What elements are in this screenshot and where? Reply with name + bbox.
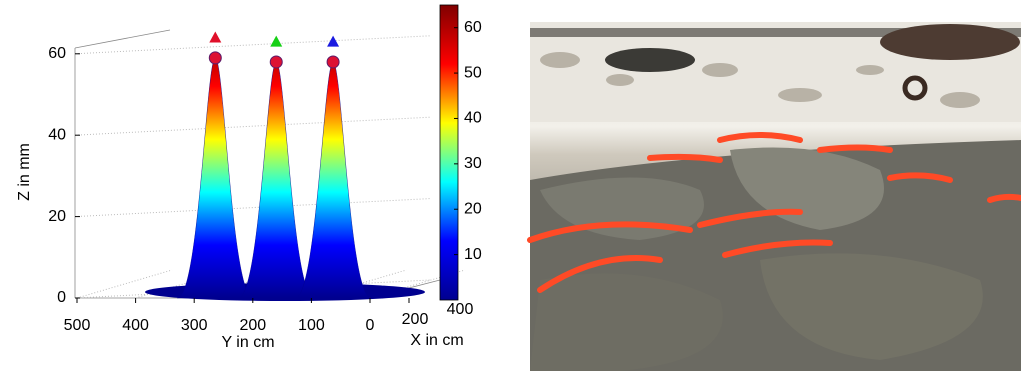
z-tick-label: 0 bbox=[57, 289, 66, 306]
z-tick-label: 60 bbox=[48, 45, 66, 62]
plot bbox=[177, 31, 372, 299]
surface-peak bbox=[295, 61, 372, 299]
y-tick-label: 400 bbox=[122, 317, 149, 334]
photo bbox=[527, 22, 1021, 371]
y-tick-label: 0 bbox=[366, 317, 375, 334]
colorbar-tick-label: 60 bbox=[464, 19, 482, 36]
surface-peak bbox=[177, 57, 254, 299]
y-tick-label: 200 bbox=[239, 317, 266, 334]
surface-peak bbox=[238, 61, 315, 299]
peak-triangle bbox=[327, 35, 340, 47]
y-tick-label: 500 bbox=[64, 317, 91, 334]
z-tick-label: 20 bbox=[48, 208, 66, 225]
colorbar-tick-label: 50 bbox=[464, 64, 482, 81]
x-tick-label: 200 bbox=[402, 311, 429, 328]
colorbar bbox=[439, 4, 459, 301]
peak-triangle bbox=[209, 31, 222, 43]
y-tick-label: 100 bbox=[298, 317, 325, 334]
y-tick-label: 300 bbox=[181, 317, 208, 334]
colorbar-tick-label: 20 bbox=[464, 200, 482, 217]
y-axis-label: Y in cm bbox=[221, 334, 274, 351]
z-axis-label: Z in mm bbox=[16, 143, 33, 201]
grid-line bbox=[74, 35, 431, 55]
colorbar-tick-label: 30 bbox=[464, 155, 482, 172]
grid-line bbox=[74, 116, 431, 136]
colorbar-tick-label: 10 bbox=[464, 246, 482, 263]
peak-marker bbox=[208, 51, 222, 65]
z-tick-label: 40 bbox=[48, 126, 66, 143]
peak-marker bbox=[326, 55, 340, 69]
x-tick-label: 400 bbox=[447, 301, 474, 318]
colorbar-tick-label: 40 bbox=[464, 110, 482, 127]
grid-line bbox=[74, 198, 431, 218]
peak-marker bbox=[269, 55, 283, 69]
peak-triangle bbox=[270, 35, 283, 47]
x-axis-label: X in cm bbox=[410, 332, 463, 349]
